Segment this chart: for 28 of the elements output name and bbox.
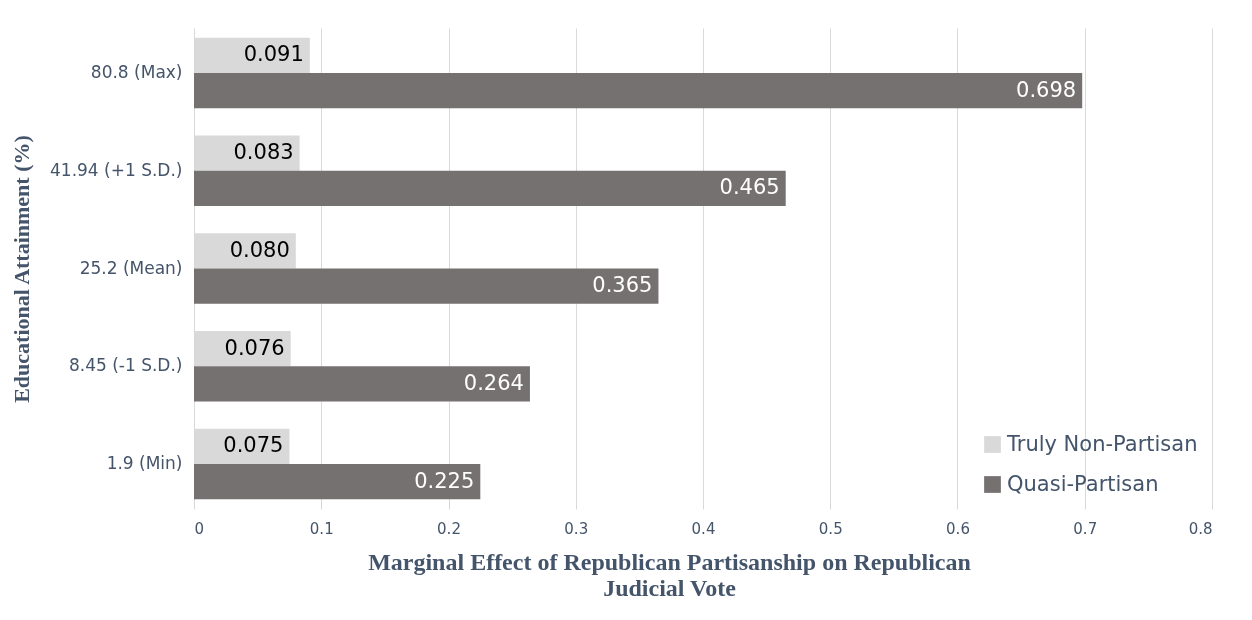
data-label: 0.465 xyxy=(719,175,780,200)
data-label: 0.075 xyxy=(223,433,284,458)
data-label: 0.698 xyxy=(1016,77,1077,102)
data-label: 0.264 xyxy=(463,370,524,395)
x-tick-label: 0.5 xyxy=(818,519,843,538)
y-tick-label: 25.2 (Mean) xyxy=(79,257,183,278)
x-axis-title: Marginal Effect of Republican Partisanship on Republican Judicial Vote xyxy=(368,548,971,601)
data-label: 0.365 xyxy=(592,273,653,298)
y-tick-label: 8.45 (-1 S.D.) xyxy=(68,355,183,376)
x-tick-label: 0.6 xyxy=(946,519,970,538)
x-tick-label: 0.2 xyxy=(437,519,461,538)
data-label: 0.225 xyxy=(414,468,475,493)
x-tick-label: 0.4 xyxy=(691,519,716,538)
x-tick-label: 0.3 xyxy=(564,519,589,538)
y-axis-title: Educational Attainment (%) xyxy=(9,135,35,403)
data-label: 0.091 xyxy=(243,42,304,67)
legend-label: Quasi-Partisan xyxy=(1007,471,1159,496)
x-tick-label: 0.1 xyxy=(309,519,334,538)
y-tick-label: 80.8 (Max) xyxy=(90,61,183,82)
y-tick-label: 41.94 (+1 S.D.) xyxy=(50,159,183,180)
x-tick-label: 0 xyxy=(194,519,205,538)
data-label: 0.080 xyxy=(229,237,290,262)
x-tick-label: 0.7 xyxy=(1073,519,1098,538)
legend-label: Truly Non-Partisan xyxy=(1006,431,1198,456)
y-tick-label: 1.9 (Min) xyxy=(106,453,183,474)
data-label: 0.076 xyxy=(224,335,285,360)
data-label: 0.083 xyxy=(233,140,294,165)
x-tick-label: 0.8 xyxy=(1188,519,1213,538)
